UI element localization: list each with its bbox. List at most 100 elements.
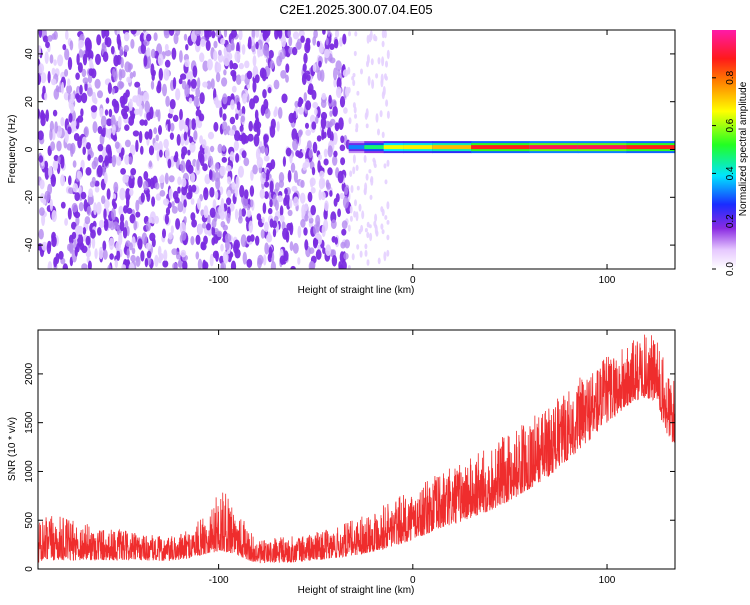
spectrogram-noise-cell (138, 104, 143, 117)
spectrogram-noise-cell (146, 47, 151, 57)
spectrogram-noise-cell (38, 155, 44, 163)
colorbar-tick-label: 0.6 (725, 118, 736, 132)
spectrogram-noise-cell (249, 185, 255, 197)
spectrogram-noise-cell (75, 72, 80, 80)
spectrogram-noise-cell (50, 173, 56, 187)
spectrogram-noise-cell (214, 171, 221, 182)
spectrogram-noise-cell (178, 78, 183, 85)
spectrogram-noise-cell (386, 110, 390, 119)
spectrogram-noise-cell (128, 156, 133, 165)
spectrogram-noise-cell (341, 228, 347, 236)
spectrogram-noise-cell (247, 133, 254, 142)
spectrogram-noise-cell (213, 50, 218, 62)
spectrogram-noise-cell (283, 250, 289, 262)
spectrogram-noise-cell (214, 162, 220, 173)
spectrogram-noise-cell (222, 113, 227, 121)
spectrogram-noise-cell (143, 180, 149, 191)
spectrogram-noise-cell (184, 59, 190, 68)
spectrogram-noise-cell (287, 170, 292, 183)
spectrogram-noise-cell (336, 77, 342, 90)
spectrogram-noise-cell (146, 33, 152, 42)
spectrogram-noise-cell (120, 168, 126, 175)
spectrogram-noise-cell (191, 118, 197, 131)
spectrogram-noise-cell (87, 74, 93, 84)
spectrogram-noise-cell (209, 253, 214, 267)
spectrogram-noise-cell (70, 103, 75, 114)
spectrogram-noise-cell (383, 251, 387, 262)
spectrogram-noise-cell (253, 134, 260, 147)
spectrogram-noise-cell (351, 76, 355, 81)
spectrogram-noise-cell (243, 157, 250, 167)
spectrogram-noise-cell (126, 248, 130, 259)
spectrogram-noise-cell (308, 149, 313, 159)
snr-y-tick-label: 2000 (24, 362, 35, 385)
spectrogram-noise-cell (58, 250, 64, 260)
spectrogram-noise-cell (355, 128, 359, 133)
spectrogram-noise-cell (87, 39, 92, 53)
spectrogram-signal-layer (348, 141, 675, 154)
spectrogram-noise-cell (304, 239, 309, 251)
spectrogram-noise-cell (168, 175, 175, 183)
spectrogram-noise-cell (123, 174, 129, 183)
spectrogram-noise-cell (331, 254, 338, 267)
spectrogram-noise-cell (168, 232, 173, 240)
spectrogram-noise-cell (221, 156, 227, 163)
spectrogram-noise-cell (278, 172, 285, 183)
spectrogram-noise-cell (325, 244, 332, 256)
spectrogram-noise-cell (298, 106, 304, 115)
spectrogram-noise-cell (177, 186, 181, 194)
spectrogram-noise-cell (264, 147, 269, 156)
spectrogram-noise-cell (183, 125, 189, 134)
spectrogram-noise-cell (222, 224, 228, 231)
spectrogram-noise-cell (349, 170, 353, 177)
spectrogram-noise-cell (68, 175, 72, 186)
spectrogram-noise-cell (67, 57, 73, 70)
spectrogram-noise-cell (60, 201, 66, 209)
spectrogram-noise-cell (230, 69, 237, 77)
spectrogram-noise-cell (340, 157, 346, 166)
snr-frame (37, 329, 676, 570)
spectrogram-noise-cell (319, 170, 325, 179)
spectrogram-noise-cell (241, 105, 246, 116)
spectrogram-noise-cell (330, 219, 337, 230)
spectrogram-noise-cell (45, 109, 49, 122)
spectrogram-noise-cell (297, 101, 303, 108)
spectrogram-noise-cell (220, 243, 224, 252)
spectrogram-noise-cell (365, 108, 369, 118)
spectrogram-noise-cell (315, 249, 322, 260)
spectrogram-noise-cell (183, 131, 188, 141)
spectrogram-noise-cell (364, 228, 368, 233)
spectrogram-noise-cell (79, 33, 85, 42)
spectrogram-noise-cell (231, 62, 238, 70)
spectrogram-noise-cell (188, 184, 193, 195)
spectrogram-noise-cell (66, 143, 73, 151)
spectrogram-noise-cell (324, 200, 329, 212)
spectrogram-noise-cell (302, 63, 307, 72)
spectrogram-noise-cell (380, 223, 384, 230)
spectrogram-noise-cell (314, 232, 321, 240)
spectrogram-noise-cell (209, 145, 215, 153)
spectrogram-noise-cell (159, 149, 163, 158)
spectrogram-noise-cell (165, 147, 170, 160)
spectrogram-noise-cell (257, 254, 264, 265)
spectrogram-noise-cell (242, 93, 247, 104)
spectrogram-noise-cell (51, 210, 57, 222)
spectrogram-noise-cell (129, 213, 136, 224)
spectrogram-noise-cell (385, 99, 389, 107)
spectrogram-noise-cell (171, 206, 178, 214)
spectrogram-noise-cell (110, 45, 115, 55)
spectrogram-noise-cell (163, 30, 170, 39)
spectrogram-noise-cell (231, 30, 237, 38)
spectrogram-noise-cell (177, 260, 183, 268)
snr-series-layer (38, 334, 675, 564)
spectrogram-noise-cell (264, 108, 271, 119)
spectrogram-noise-cell (133, 108, 141, 115)
spectrogram-noise-cell (189, 141, 196, 153)
spectrogram-noise-cell (333, 150, 338, 158)
spectrogram-noise-cell (38, 63, 45, 74)
spectrogram-noise-cell (338, 264, 344, 269)
spectrogram-noise-cell (364, 249, 368, 257)
spectrogram-noise-cell (177, 176, 182, 186)
spectrogram-noise-cell (241, 208, 247, 217)
spectrogram-noise-cell (204, 30, 210, 38)
